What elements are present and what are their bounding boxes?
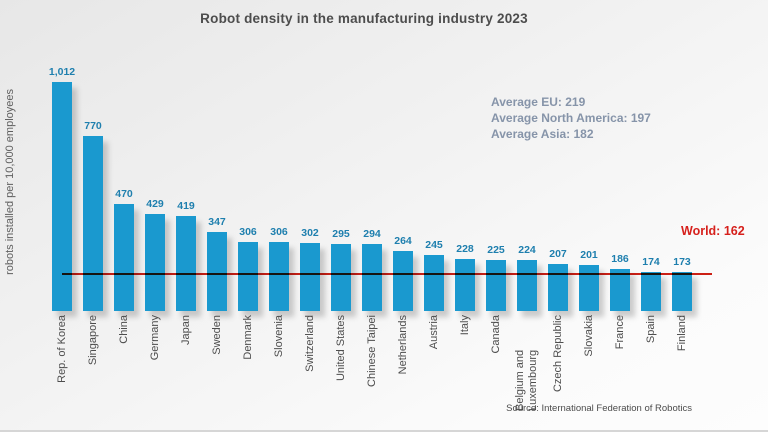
bar-value-label: 207 bbox=[549, 248, 567, 260]
bar bbox=[238, 242, 258, 311]
bar bbox=[517, 260, 537, 311]
region-averages: Average EU: 219 Average North America: 1… bbox=[491, 94, 651, 142]
bar-value-label: 186 bbox=[611, 253, 629, 265]
bar bbox=[455, 259, 475, 311]
bar-category-label-container: Switzerland bbox=[294, 315, 326, 372]
bar bbox=[114, 204, 134, 311]
average-asia: Average Asia: 182 bbox=[491, 127, 594, 141]
bar-category-label: Austria bbox=[427, 315, 440, 350]
bar-category-label: Germany bbox=[148, 315, 161, 361]
bar-category-label-container: Chinese Taipei bbox=[356, 315, 388, 387]
world-reference-label: World: 162 bbox=[681, 224, 745, 238]
bar-category-label: China bbox=[117, 315, 130, 344]
bar-value-label: 770 bbox=[84, 120, 102, 132]
bar-category-label-container: France bbox=[604, 315, 636, 349]
bar-value-label: 1,012 bbox=[48, 66, 76, 78]
bar-value-label: 173 bbox=[673, 256, 691, 268]
bar bbox=[83, 136, 103, 311]
bar-value-label: 306 bbox=[270, 226, 288, 238]
bar-category-label: Czech Republic bbox=[551, 315, 564, 393]
bar bbox=[145, 214, 165, 311]
bar-category-label-container: Austria bbox=[418, 315, 450, 349]
bar-category-label-container: Germany bbox=[139, 315, 171, 360]
bar bbox=[579, 265, 599, 311]
bar-category-label: Denmark bbox=[241, 315, 254, 360]
bar-category-label: Chinese Taipei bbox=[365, 315, 378, 387]
bar bbox=[610, 269, 630, 311]
bar-category-label: Japan bbox=[179, 315, 192, 345]
bar-value-label: 347 bbox=[208, 216, 226, 228]
bar-value-label: 224 bbox=[518, 244, 536, 256]
bar-category-label: Italy bbox=[458, 315, 471, 336]
bar-value-label: 302 bbox=[301, 227, 319, 239]
bar bbox=[52, 82, 72, 311]
bar bbox=[672, 272, 692, 311]
bar-value-label: 225 bbox=[487, 244, 505, 256]
bar-category-label-container: Czech Republic bbox=[542, 315, 574, 392]
bar bbox=[269, 242, 289, 311]
bar-category-label-container: Netherlands bbox=[387, 315, 419, 374]
bar-category-label: Belgium and Luxembourg bbox=[514, 349, 539, 411]
bar-category-label: Netherlands bbox=[396, 315, 409, 375]
bar bbox=[331, 244, 351, 311]
bar-category-label-container: Belgium and Luxembourg bbox=[511, 315, 543, 411]
bar bbox=[424, 255, 444, 311]
bar-category-label: Spain bbox=[644, 315, 657, 344]
bar-category-label-container: Slovakia bbox=[573, 315, 605, 357]
bar-category-label: Sweden bbox=[210, 315, 223, 355]
bar-category-label: Switzerland bbox=[303, 315, 316, 372]
bar-category-label: Rep. of Korea bbox=[55, 315, 68, 383]
bar-category-label-container: Italy bbox=[449, 315, 481, 335]
bar bbox=[393, 251, 413, 311]
source-note: Source: International Federation of Robo… bbox=[506, 403, 692, 414]
average-north-america: Average North America: 197 bbox=[491, 111, 651, 125]
bar-category-label-container: Slovenia bbox=[263, 315, 295, 357]
bar-category-label-container: Japan bbox=[170, 315, 202, 345]
bar bbox=[641, 272, 661, 311]
bar-category-label: Singapore bbox=[86, 315, 99, 366]
bar-category-label: Canada bbox=[489, 315, 502, 354]
bar-value-label: 429 bbox=[146, 198, 164, 210]
bar-category-label: France bbox=[613, 315, 626, 350]
bar-category-label: Slovenia bbox=[272, 315, 285, 358]
bar-value-label: 470 bbox=[115, 188, 133, 200]
bar-category-label: Slovakia bbox=[582, 315, 595, 357]
bar-value-label: 419 bbox=[177, 200, 195, 212]
world-reference-line bbox=[62, 273, 712, 275]
bar-category-label-container: Rep. of Korea bbox=[46, 315, 78, 383]
bar bbox=[362, 244, 382, 311]
bar-value-label: 174 bbox=[642, 256, 660, 268]
bar-value-label: 264 bbox=[394, 235, 412, 247]
chart-title: Robot density in the manufacturing indus… bbox=[200, 11, 528, 26]
bar-category-label-container: Sweden bbox=[201, 315, 233, 355]
bar bbox=[548, 264, 568, 311]
bar-category-label-container: Canada bbox=[480, 315, 512, 354]
bar bbox=[300, 243, 320, 311]
bar-value-label: 201 bbox=[580, 249, 598, 261]
bar-category-label-container: Finland bbox=[666, 315, 698, 351]
bar bbox=[486, 260, 506, 311]
average-eu: Average EU: 219 bbox=[491, 95, 586, 109]
bar-category-label-container: United States bbox=[325, 315, 357, 381]
bar-category-label-container: Singapore bbox=[77, 315, 109, 365]
bar-category-label-container: China bbox=[108, 315, 140, 344]
bar-category-label-container: Spain bbox=[635, 315, 667, 343]
bar-value-label: 294 bbox=[363, 228, 381, 240]
bar-value-label: 295 bbox=[332, 228, 350, 240]
bar-value-label: 306 bbox=[239, 226, 257, 238]
bar-category-label: United States bbox=[334, 315, 347, 382]
bar-category-label: Finland bbox=[675, 315, 688, 352]
bar bbox=[176, 216, 196, 311]
bar bbox=[207, 232, 227, 311]
bar-category-label-container: Denmark bbox=[232, 315, 264, 360]
bar-value-label: 245 bbox=[425, 239, 443, 251]
bar-value-label: 228 bbox=[456, 243, 474, 255]
